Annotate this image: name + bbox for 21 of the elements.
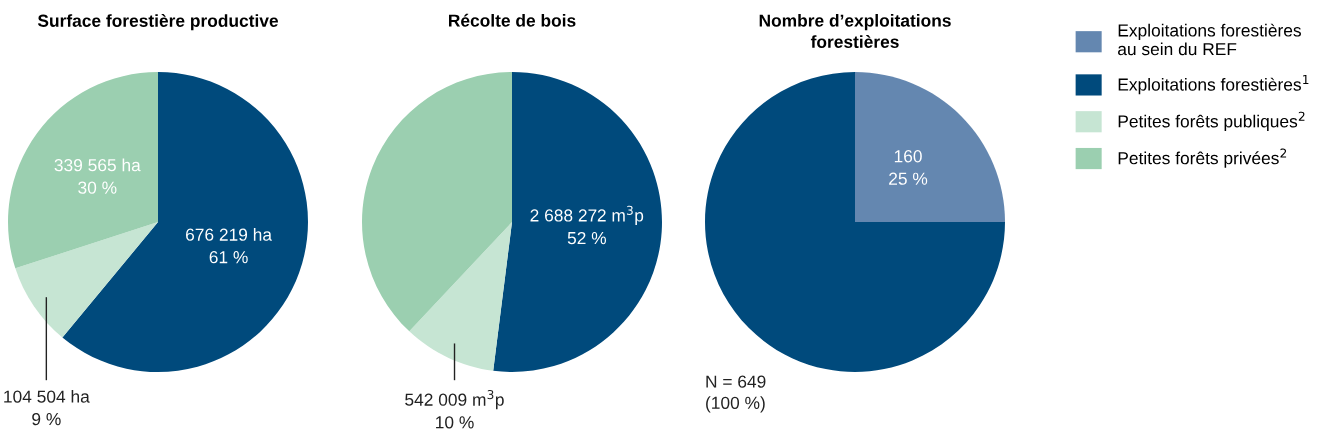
legend-label: Exploitations forestières$^{1}$ <box>1118 75 1309 95</box>
data-label: 676 219 ha 61 % <box>186 228 273 264</box>
data-label: 160 25 % <box>889 150 928 185</box>
text: N = 649 (100 %) <box>706 375 766 413</box>
pie-slice <box>705 72 1005 372</box>
legend-label: Petites forêts privées$^{2}$ <box>1118 148 1287 168</box>
text: 2 688 272 m$^{3}$p 52 % <box>530 205 644 245</box>
data-label: 339 565 ha 30 % <box>54 158 141 194</box>
data-label: 104 504 ha 9 % <box>4 390 90 426</box>
text: 542 009 m$^{3}$p 10 % <box>405 390 504 429</box>
pie-slice <box>8 72 158 269</box>
chart-title: Nombre d’exploitations forestières <box>759 14 951 48</box>
pie-slice <box>362 72 512 332</box>
pie-slice <box>15 222 158 338</box>
legend-label: Petites forêts publiques$^{2}$ <box>1118 111 1305 131</box>
pie-slice <box>409 222 512 371</box>
pie-slice <box>493 72 662 372</box>
legend-label: Exploitations forestières au sein du REF <box>1118 23 1301 56</box>
chart-title: Récolte de bois <box>449 13 576 27</box>
pie-slice <box>855 72 1005 222</box>
chart-title: Surface forestière productive <box>37 14 279 31</box>
